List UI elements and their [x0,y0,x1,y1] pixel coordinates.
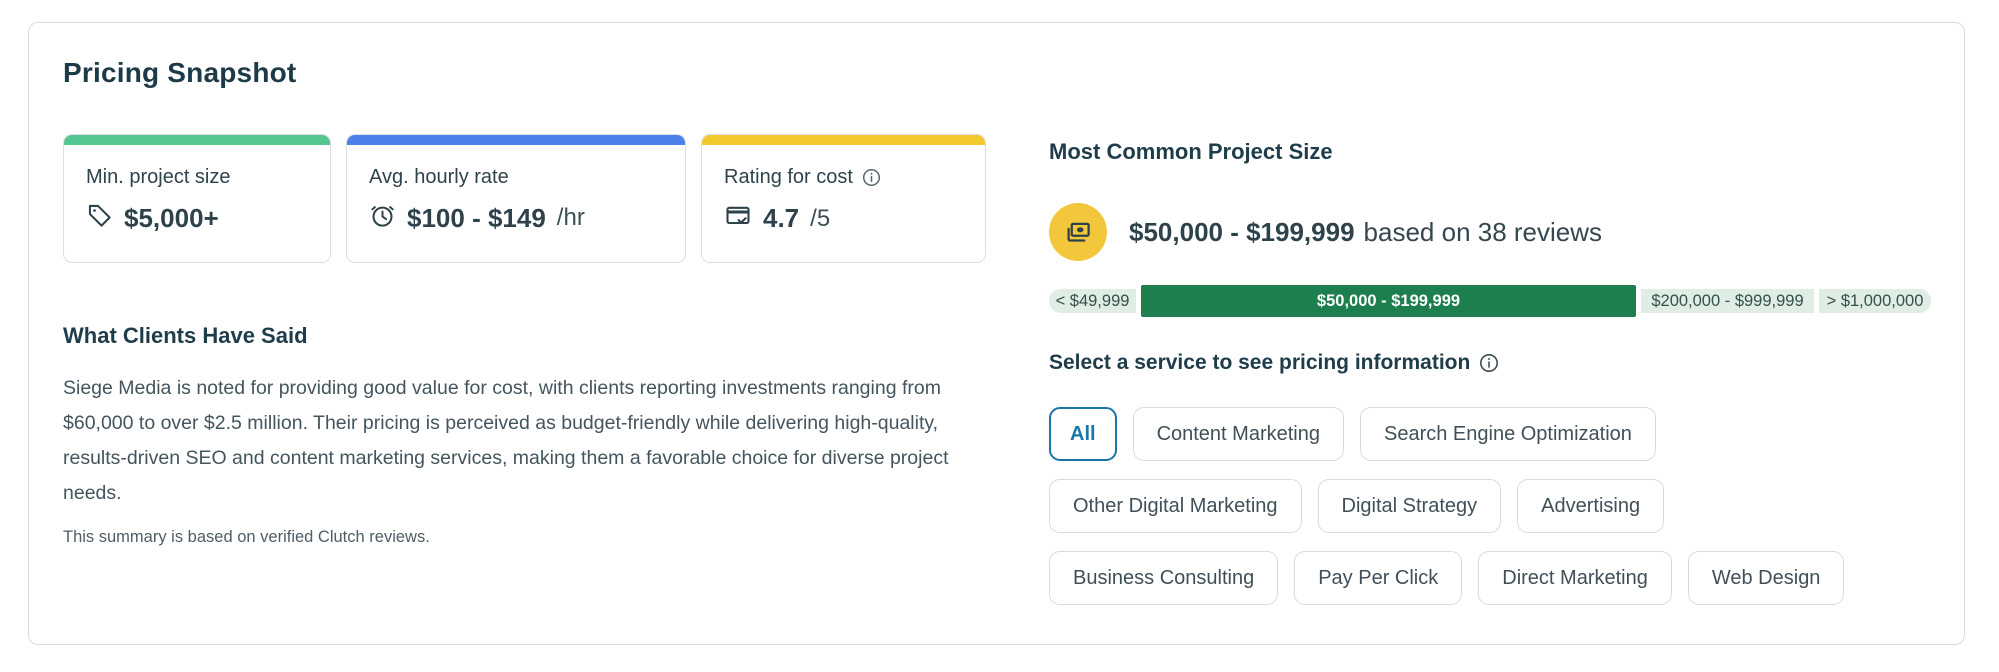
clients-summary-text: Siege Media is noted for providing good … [63,377,949,504]
service-select-heading-text: Select a service to see pricing informat… [1049,351,1471,374]
accent-bar-green [64,135,330,145]
stat-label-text: Min. project size [86,166,231,188]
project-size-context: based on 38 reviews [1363,216,1603,247]
stat-suffix: /5 [810,204,831,232]
pricing-snapshot-panel: Pricing Snapshot Min. project size $5,00… [28,22,1965,645]
stat-label: Rating for cost [724,166,963,189]
project-size-value-row: $50,000 - $199,999 based on 38 reviews [1049,203,1602,261]
clients-heading: What Clients Have Said [63,323,308,348]
stat-suffix: /hr [556,204,585,231]
stat-label: Min. project size [86,166,308,189]
money-icon [1049,203,1107,261]
stat-label-text: Avg. hourly rate [369,166,509,188]
stat-card-rating-for-cost: Rating for cost [701,134,986,263]
info-icon[interactable] [862,168,881,187]
range-segment: $200,000 - $999,999 [1641,289,1814,313]
service-button-content-marketing[interactable]: Content Marketing [1132,407,1344,461]
accent-bar-blue [347,135,685,145]
service-button-web-design[interactable]: Web Design [1687,551,1845,605]
project-size-range: $50,000 - $199,999 [1129,216,1355,247]
service-button-all[interactable]: All [1049,407,1117,461]
stat-label: Avg. hourly rate [369,166,663,189]
service-button-business-consulting[interactable]: Business Consulting [1049,551,1279,605]
service-button-other-digital-marketing[interactable]: Other Digital Marketing [1049,479,1302,533]
card-check-icon [724,202,752,235]
service-filter-buttons: All Content Marketing Search Engine Opti… [1049,407,1845,605]
stat-cards-row: Min. project size $5,000+ Avg. hou [63,134,986,263]
stat-card-min-project-size: Min. project size $5,000+ [63,134,331,263]
service-button-direct-marketing[interactable]: Direct Marketing [1478,551,1672,605]
project-size-value: $50,000 - $199,999 based on 38 reviews [1129,217,1602,248]
stat-value: $5,000+ [124,202,219,233]
service-button-search-engine-optimization[interactable]: Search Engine Optimization [1359,407,1656,461]
service-button-pay-per-click[interactable]: Pay Per Click [1294,551,1463,605]
service-select-heading: Select a service to see pricing informat… [1049,351,1499,375]
range-segment-active: $50,000 - $199,999 [1141,285,1636,317]
project-size-heading: Most Common Project Size [1049,139,1333,164]
project-size-column: Most Common Project Size $50,000 - $199,… [1049,23,1933,646]
service-button-advertising[interactable]: Advertising [1517,479,1665,533]
range-segment: < $49,999 [1049,289,1136,313]
stat-value: $100 - $149 [407,202,546,233]
service-button-digital-strategy[interactable]: Digital Strategy [1317,479,1502,533]
project-size-range-bar: < $49,999 $50,000 - $199,999 $200,000 - … [1049,285,1933,317]
alarm-clock-icon [369,202,396,234]
info-icon[interactable] [1479,353,1499,373]
stat-label-text: Rating for cost [724,166,853,188]
page-title: Pricing Snapshot [63,57,297,88]
tag-icon [86,202,113,234]
clients-footnote: This summary is based on verified Clutch… [63,528,430,546]
stat-value: 4.7 [763,203,800,233]
range-segment: > $1,000,000 [1819,289,1931,313]
accent-bar-yellow [702,135,985,145]
stat-card-avg-hourly-rate: Avg. hourly rate $100 - $149 /hr [346,134,686,263]
